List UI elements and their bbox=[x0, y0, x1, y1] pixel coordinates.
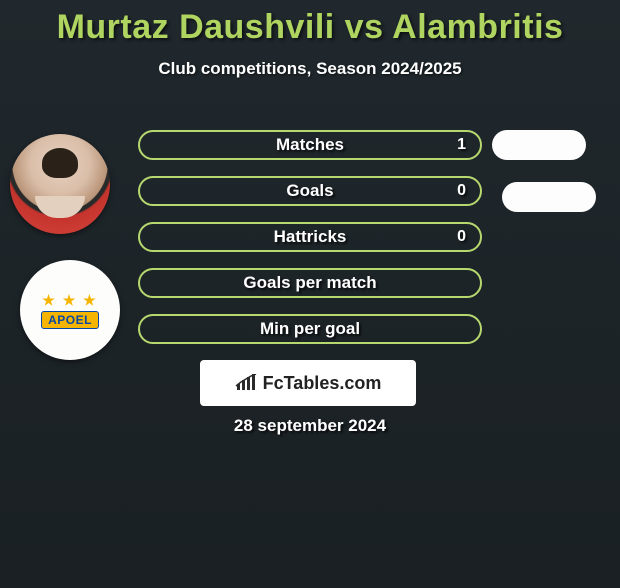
source-logo: FcTables.com bbox=[200, 360, 416, 406]
stat-label: Matches bbox=[140, 135, 480, 155]
stats-panel: Matches 1 Goals 0 Hattricks 0 Goals per … bbox=[138, 130, 482, 360]
subtitle: Club competitions, Season 2024/2025 bbox=[0, 59, 620, 79]
date-label: 28 september 2024 bbox=[0, 416, 620, 436]
stat-row-goals-per-match: Goals per match bbox=[138, 268, 482, 298]
comparison-pill bbox=[502, 182, 596, 212]
source-logo-text: FcTables.com bbox=[263, 373, 382, 394]
stat-value: 0 bbox=[457, 228, 466, 246]
comparison-pill bbox=[492, 130, 586, 160]
stat-row-min-per-goal: Min per goal bbox=[138, 314, 482, 344]
stat-row-matches: Matches 1 bbox=[138, 130, 482, 160]
stat-label: Goals per match bbox=[140, 273, 480, 293]
stat-row-goals: Goals 0 bbox=[138, 176, 482, 206]
club-name-label: APOEL bbox=[41, 311, 99, 329]
stat-label: Hattricks bbox=[140, 227, 480, 247]
bar-chart-icon bbox=[235, 374, 257, 392]
stat-value: 1 bbox=[457, 136, 466, 154]
stat-row-hattricks: Hattricks 0 bbox=[138, 222, 482, 252]
stat-label: Min per goal bbox=[140, 319, 480, 339]
stat-label: Goals bbox=[140, 181, 480, 201]
page-title: Murtaz Daushvili vs Alambritis bbox=[0, 8, 620, 47]
club-stars-icon: ★ ★ ★ bbox=[42, 292, 97, 309]
club-badge: ★ ★ ★ APOEL bbox=[20, 260, 120, 360]
stat-value: 0 bbox=[457, 182, 466, 200]
player-avatar bbox=[10, 134, 110, 234]
